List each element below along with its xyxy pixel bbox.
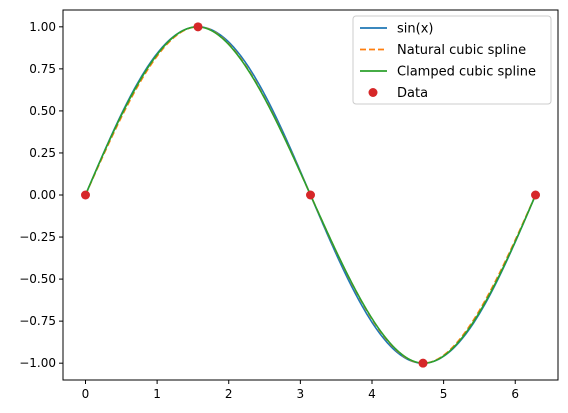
data-point	[80, 190, 90, 200]
x-axis: 0 1 2 3 4 5 6	[82, 380, 519, 401]
data-point	[306, 190, 316, 200]
legend-box	[352, 15, 552, 105]
y-tick-label: 0.25	[29, 146, 56, 160]
y-axis: −1.00 −0.75 −0.50 −0.25 0.00 0.25 0.50 0.75 1.00	[19, 20, 63, 370]
legend-label: Natural cubic spline	[397, 43, 526, 58]
data-point	[531, 190, 541, 200]
y-tick-label: 1.00	[29, 20, 56, 34]
x-tick-label: 1	[153, 387, 161, 401]
y-tick-label: −1.00	[19, 356, 56, 370]
legend-marker	[368, 88, 378, 97]
y-tick-label: 0.75	[29, 62, 56, 76]
x-tick-label: 0	[82, 387, 90, 401]
y-tick-label: −0.25	[19, 230, 56, 244]
y-tick-label: −0.50	[19, 272, 56, 286]
legend-label: sin(x)	[397, 22, 433, 37]
y-tick-label: 0.00	[29, 188, 56, 202]
y-tick-label: 0.50	[29, 104, 56, 118]
x-tick-label: 2	[225, 387, 233, 401]
legend: sin(x) Natural cubic spline Clamped cubic …	[352, 15, 552, 105]
plot-area	[80, 22, 541, 368]
legend-label: Clamped cubic spline	[397, 65, 536, 80]
legend-label: Data	[397, 86, 428, 101]
x-tick-label: 4	[368, 387, 376, 401]
x-tick-label: 3	[297, 387, 305, 401]
x-tick-label: 6	[511, 387, 519, 401]
data-point	[418, 358, 428, 368]
y-tick-label: −0.75	[19, 314, 56, 328]
data-point	[193, 22, 203, 32]
x-tick-label: 5	[440, 387, 448, 401]
